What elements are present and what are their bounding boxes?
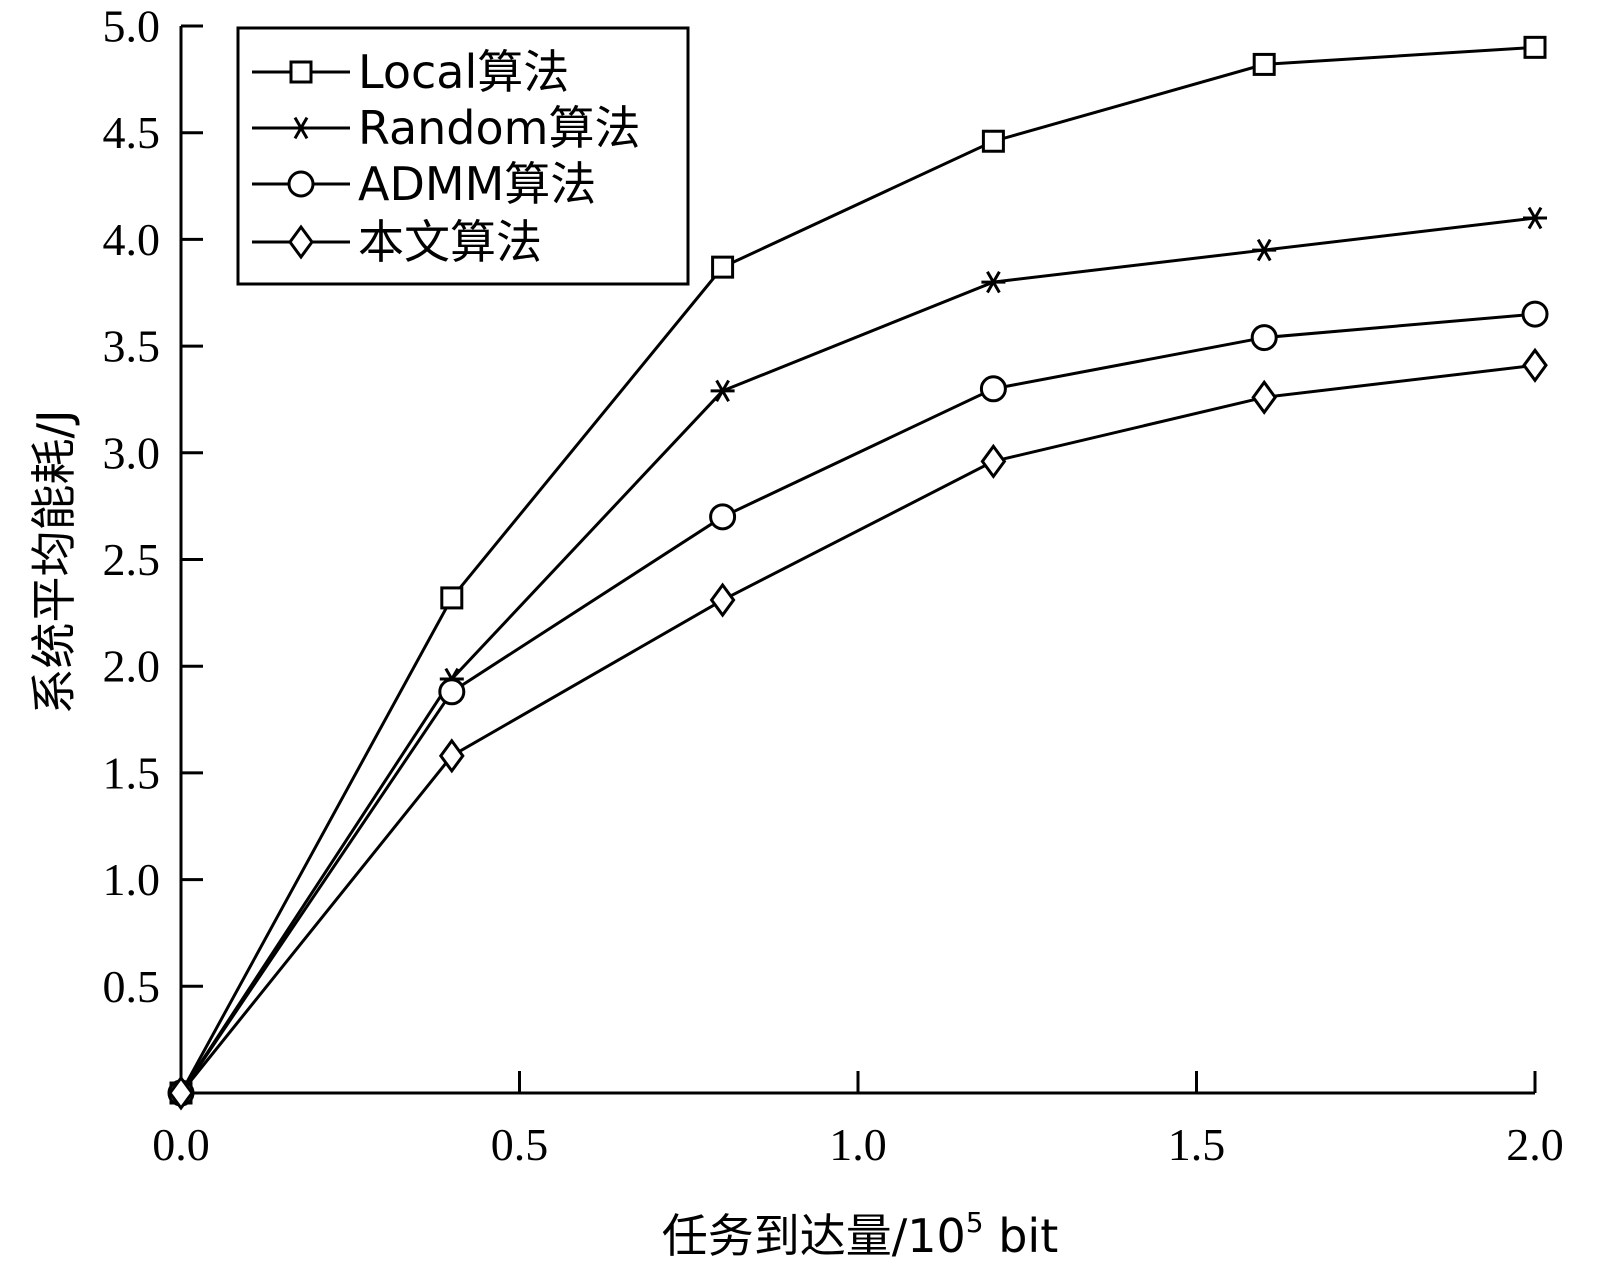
ticks: 0.0 0.5 1.0 1.5 2.0 0.5 1.0 1.5 2.0 2.5 3.0 3.5 4.0 4… (103, 1, 1564, 1171)
y-tick-label: 4.5 (103, 107, 161, 158)
data-point-diamond (980, 443, 1007, 479)
data-point-square (1252, 52, 1276, 76)
x-tick-label: 0.5 (491, 1119, 549, 1170)
series-circle (167, 300, 1549, 1107)
x-axis-title-exponent: 5 (966, 1206, 984, 1239)
legend-label: 本文算法 (358, 215, 542, 269)
data-point-star (1252, 238, 1277, 262)
x-tick-label: 2.0 (1506, 1119, 1564, 1170)
legend-label: Local算法 (358, 45, 569, 99)
legend-marker-diamond (288, 224, 314, 260)
legend-marker-square (289, 60, 313, 84)
y-tick-label: 1.5 (103, 747, 161, 798)
data-point-circle (1521, 300, 1549, 328)
data-point-square (1523, 35, 1547, 59)
data-point-circle (709, 503, 737, 531)
x-axis-title-unit: bit (984, 1209, 1059, 1263)
data-point-square (981, 129, 1005, 153)
legend-item: 本文算法 (252, 215, 542, 269)
legend-item: ADMM算法 (252, 157, 596, 211)
legend-item: Local算法 (252, 45, 569, 99)
series-line-diamond (179, 363, 1536, 1094)
y-tick-label: 3.5 (103, 321, 161, 372)
data-point-star (981, 270, 1006, 294)
series-line-circle (179, 312, 1536, 1094)
data-point-circle (979, 375, 1007, 403)
data-point-square (440, 586, 464, 610)
data-point-square (711, 255, 735, 279)
series-square (169, 35, 1547, 1105)
x-tick-label: 0.0 (152, 1119, 210, 1170)
data-point-diamond (168, 1075, 194, 1111)
x-tick-label: 1.5 (1168, 1119, 1226, 1170)
data-point-circle (1250, 324, 1278, 352)
data-point-star (710, 379, 735, 403)
legend-item: Random算法 (252, 101, 640, 155)
y-tick-label: 4.0 (103, 214, 161, 265)
data-point-diamond (1522, 347, 1548, 383)
series-line-square (179, 45, 1536, 1094)
data-point-diamond (438, 738, 465, 774)
x-axis-title-main: 任务到达量/10 (662, 1209, 966, 1263)
y-axis-title: 系统平均能耗/J (27, 409, 81, 714)
y-tick-label: 2.5 (103, 534, 161, 585)
series-star (169, 206, 1547, 1105)
y-tick-label: 3.0 (103, 427, 161, 478)
data-point-diamond (1251, 379, 1278, 415)
series-layer (167, 35, 1549, 1111)
series-line-star (179, 216, 1536, 1094)
y-tick-label: 1.0 (103, 854, 161, 905)
x-tick-label: 1.0 (829, 1119, 887, 1170)
y-tick-label: 0.5 (103, 961, 161, 1012)
legend-marker-circle (287, 170, 315, 198)
series-diamond (168, 347, 1548, 1111)
data-point-star (1523, 206, 1547, 230)
legend-label: ADMM算法 (358, 157, 596, 211)
y-tick-label: 5.0 (103, 1, 161, 52)
y-tick-label: 2.0 (103, 641, 161, 692)
data-point-circle (438, 678, 466, 706)
legend-label: Random算法 (358, 101, 640, 155)
legend-marker-star (289, 116, 313, 140)
x-axis-title: 任务到达量/105 bit (662, 1206, 1059, 1263)
data-point-diamond (709, 582, 736, 618)
